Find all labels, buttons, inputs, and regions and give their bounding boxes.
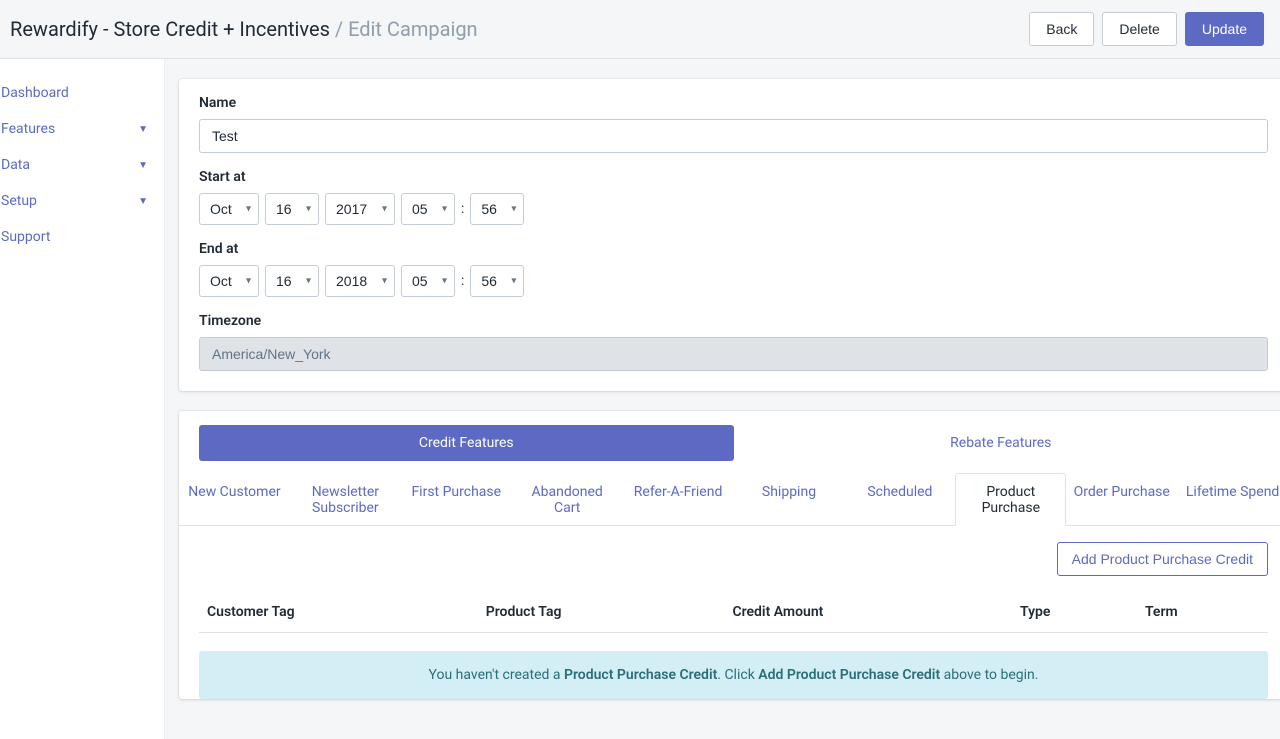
- caret-down-icon: ▼: [138, 160, 148, 171]
- caret-down-icon: ▼: [138, 196, 148, 207]
- app-title: Rewardify - Store Credit + Incentives: [10, 17, 330, 41]
- sub-tab-product-purchase[interactable]: Product Purchase: [955, 473, 1066, 526]
- sidebar: Dashboard Features ▼ Data ▼ Setup ▼ Supp…: [0, 59, 165, 739]
- sub-tab-shipping[interactable]: Shipping: [734, 473, 845, 526]
- page-title: Edit Campaign: [348, 17, 478, 41]
- timezone-label: Timezone: [199, 313, 1268, 329]
- breadcrumb-separator: /: [330, 17, 348, 41]
- end-hour-select[interactable]: 05: [401, 265, 455, 297]
- end-at-label: End at: [199, 241, 1268, 257]
- main-content: Name Start at Oct 16 2017 05 : 56 End: [165, 59, 1280, 739]
- start-hour-select[interactable]: 05: [401, 193, 455, 225]
- start-month-select[interactable]: Oct: [199, 193, 259, 225]
- sub-tabs: New CustomerNewsletter SubscriberFirst P…: [179, 461, 1280, 526]
- start-at-label: Start at: [199, 169, 1268, 185]
- sidebar-item-label: Features: [1, 121, 55, 137]
- action-row: Add Product Purchase Credit: [179, 526, 1280, 592]
- campaign-form-card: Name Start at Oct 16 2017 05 : 56 End: [179, 79, 1280, 391]
- banner-text-suffix: above to begin.: [940, 667, 1038, 683]
- sub-tab-lifetime-spend[interactable]: Lifetime Spend: [1177, 473, 1280, 526]
- start-day-select[interactable]: 16: [265, 193, 319, 225]
- sidebar-item-label: Data: [1, 157, 30, 173]
- sub-tab-newsletter-subscriber[interactable]: Newsletter Subscriber: [290, 473, 401, 526]
- column-customer-tag: Customer Tag: [199, 592, 478, 633]
- table-header-row: Customer TagProduct TagCredit AmountType…: [199, 592, 1268, 633]
- end-month-select[interactable]: Oct: [199, 265, 259, 297]
- credits-table: Customer TagProduct TagCredit AmountType…: [199, 592, 1268, 633]
- banner-bold-1: Product Purchase Credit: [564, 667, 717, 683]
- sidebar-item-dashboard[interactable]: Dashboard: [0, 75, 164, 111]
- time-colon: :: [461, 201, 464, 217]
- sidebar-item-setup[interactable]: Setup ▼: [0, 183, 164, 219]
- sidebar-item-label: Support: [1, 229, 50, 245]
- sub-tab-order-purchase[interactable]: Order Purchase: [1066, 473, 1177, 526]
- start-year-select[interactable]: 2017: [325, 193, 395, 225]
- features-card: Credit Features Rebate Features New Cust…: [179, 411, 1280, 699]
- time-colon: :: [461, 273, 464, 289]
- end-minute-select[interactable]: 56: [470, 265, 524, 297]
- update-button[interactable]: Update: [1185, 12, 1264, 46]
- sub-tab-refer-a-friend[interactable]: Refer-A-Friend: [623, 473, 734, 526]
- start-minute-select[interactable]: 56: [470, 193, 524, 225]
- tab-rebate-features[interactable]: Rebate Features: [734, 425, 1269, 461]
- header-actions: Back Delete Update: [1029, 12, 1264, 46]
- sub-tab-new-customer[interactable]: New Customer: [179, 473, 290, 526]
- banner-text-mid: . Click: [717, 667, 758, 683]
- delete-button[interactable]: Delete: [1102, 12, 1176, 46]
- empty-state-banner: You haven't created a Product Purchase C…: [199, 651, 1268, 699]
- banner-bold-2: Add Product Purchase Credit: [758, 667, 940, 683]
- end-at-row: Oct 16 2018 05 : 56: [199, 265, 1268, 297]
- table-wrap: Customer TagProduct TagCredit AmountType…: [179, 592, 1280, 633]
- page-header: Rewardify - Store Credit + Incentives / …: [0, 0, 1280, 59]
- sub-tab-abandoned-cart[interactable]: Abandoned Cart: [512, 473, 623, 526]
- sidebar-item-support[interactable]: Support: [0, 219, 164, 255]
- end-year-select[interactable]: 2018: [325, 265, 395, 297]
- column-type: Type: [1012, 592, 1137, 633]
- sidebar-item-label: Setup: [1, 193, 37, 209]
- sidebar-item-label: Dashboard: [1, 85, 69, 101]
- sidebar-item-features[interactable]: Features ▼: [0, 111, 164, 147]
- timezone-input: [199, 337, 1268, 371]
- banner-text-prefix: You haven't created a: [429, 667, 564, 683]
- feature-tabs: Credit Features Rebate Features: [179, 411, 1280, 461]
- breadcrumb: Rewardify - Store Credit + Incentives / …: [10, 17, 478, 41]
- column-term: Term: [1137, 592, 1268, 633]
- caret-down-icon: ▼: [138, 124, 148, 135]
- column-product-tag: Product Tag: [478, 592, 725, 633]
- tab-credit-features[interactable]: Credit Features: [199, 425, 734, 461]
- name-input[interactable]: [199, 119, 1268, 153]
- sub-tab-scheduled[interactable]: Scheduled: [844, 473, 955, 526]
- back-button[interactable]: Back: [1029, 12, 1094, 46]
- end-day-select[interactable]: 16: [265, 265, 319, 297]
- add-product-purchase-credit-button[interactable]: Add Product Purchase Credit: [1057, 542, 1268, 576]
- name-label: Name: [199, 95, 1268, 111]
- start-at-row: Oct 16 2017 05 : 56: [199, 193, 1268, 225]
- sidebar-item-data[interactable]: Data ▼: [0, 147, 164, 183]
- sub-tab-first-purchase[interactable]: First Purchase: [401, 473, 512, 526]
- column-credit-amount: Credit Amount: [724, 592, 1012, 633]
